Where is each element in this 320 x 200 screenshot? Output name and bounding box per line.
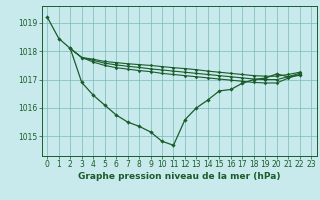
X-axis label: Graphe pression niveau de la mer (hPa): Graphe pression niveau de la mer (hPa) — [78, 172, 280, 181]
